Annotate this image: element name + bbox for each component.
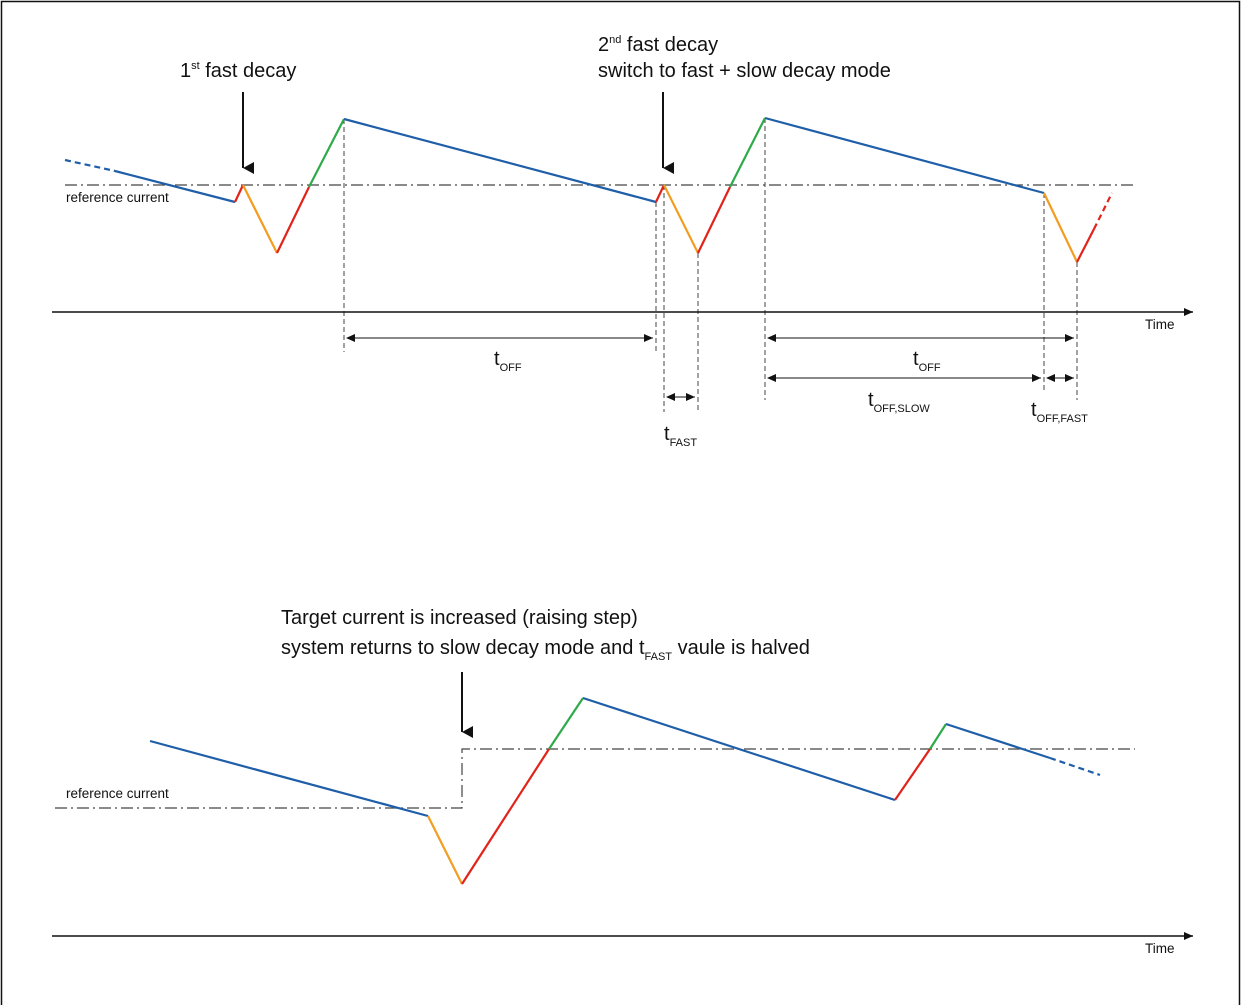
bottom-diagram: Target current is increased (raising ste… [52,607,1193,956]
tfast-label: tFAST [664,423,697,449]
toff-label-2: tOFF [913,348,941,374]
first-fast-decay-label: 1st fast decay [180,60,296,82]
toff-fast-label: tOFF,FAST [1031,399,1088,425]
toff-label-1: tOFF [494,348,522,374]
bottom-reference-current-line [55,748,1135,809]
toff-slow-label: tOFF,SLOW [868,389,930,415]
top-wave-dashed-end [1093,192,1113,230]
switch-mode-label: switch to fast + slow decay mode [598,60,891,82]
bottom-current-waveform [149,696,1101,885]
bottom-time-axis-label: Time [1145,941,1175,956]
top-current-waveform [64,116,1113,263]
top-diagram: 1st fast decay 2nd fast decay switch to … [52,34,1193,449]
target-increase-label: Target current is increased (raising ste… [281,607,638,629]
bottom-reference-current-label: reference current [66,786,169,801]
bottom-wave-dashed-end [1049,756,1101,777]
top-reference-current-label: reference current [66,190,169,205]
top-dimension-arrows [346,334,1074,401]
top-time-axis-label: Time [1145,317,1175,332]
top-wave-dashed-start [64,158,116,173]
second-fast-decay-label: 2nd fast decay [598,34,718,56]
halved-label: system returns to slow decay mode and tF… [281,637,810,663]
top-vertical-guides [343,118,1078,412]
